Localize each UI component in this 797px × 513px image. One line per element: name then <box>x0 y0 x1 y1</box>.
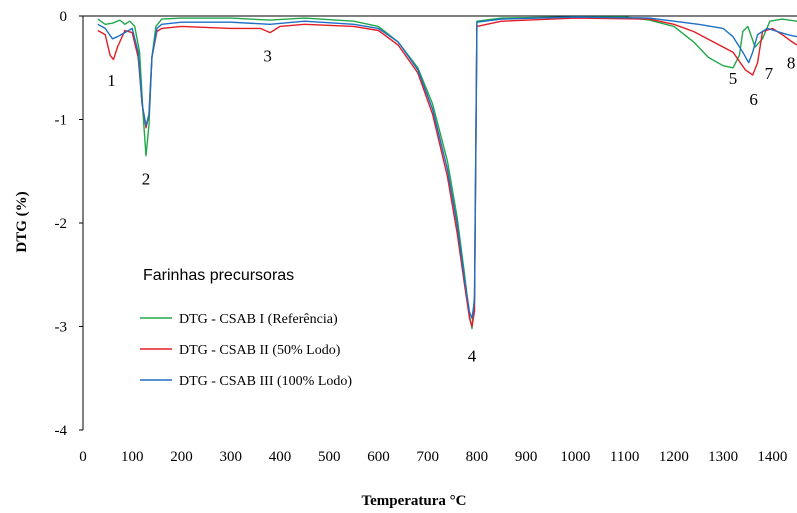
x-tick-label: 100 <box>121 449 144 465</box>
y-tick-label: -2 <box>55 216 68 232</box>
x-tick-label: 800 <box>466 449 489 465</box>
x-tick-label: 1300 <box>708 449 738 465</box>
y-tick-label: -4 <box>55 423 68 439</box>
legend-label-series-2: DTG - CSAB II (50% Lodo) <box>179 343 341 358</box>
y-axis-title: DTG (%) <box>14 191 30 252</box>
peak-annotation-7: 7 <box>765 64 774 83</box>
x-tick-label: 400 <box>269 449 292 465</box>
peak-annotation-1: 1 <box>107 71 116 90</box>
peak-annotation-4: 4 <box>468 346 477 365</box>
x-tick-label: 1400 <box>757 449 787 465</box>
x-tick-label: 1000 <box>560 449 590 465</box>
peak-annotation-6: 6 <box>749 90 758 109</box>
peak-annotation-2: 2 <box>142 169 151 188</box>
legend-title: Farinhas precursoras <box>143 267 294 284</box>
y-tick-label: -3 <box>55 320 68 336</box>
x-tick-label: 900 <box>515 449 538 465</box>
x-tick-label: 600 <box>367 449 390 465</box>
x-tick-label: 700 <box>416 449 439 465</box>
x-tick-label: 200 <box>170 449 193 465</box>
x-tick-label: 300 <box>219 449 242 465</box>
peak-annotation-5: 5 <box>729 69 738 88</box>
peak-annotation-8: 8 <box>787 54 796 73</box>
x-tick-label: 1200 <box>659 449 689 465</box>
x-axis-title: Temperatura °C <box>361 493 466 509</box>
y-tick-label: 0 <box>60 9 68 25</box>
x-tick-label: 1100 <box>610 449 639 465</box>
x-tick-label: 500 <box>318 449 341 465</box>
y-tick-label: -1 <box>55 113 68 129</box>
legend-label-series-3: DTG - CSAB III (100% Lodo) <box>179 374 352 389</box>
legend-label-series-1: DTG - CSAB I (Referência) <box>179 312 338 327</box>
series-line-3 <box>97 16 797 319</box>
legend: Farinhas precursoras DTG - CSAB I (Refer… <box>140 267 352 389</box>
x-tick-label: 0 <box>79 449 87 465</box>
peak-annotation-3: 3 <box>263 46 272 65</box>
